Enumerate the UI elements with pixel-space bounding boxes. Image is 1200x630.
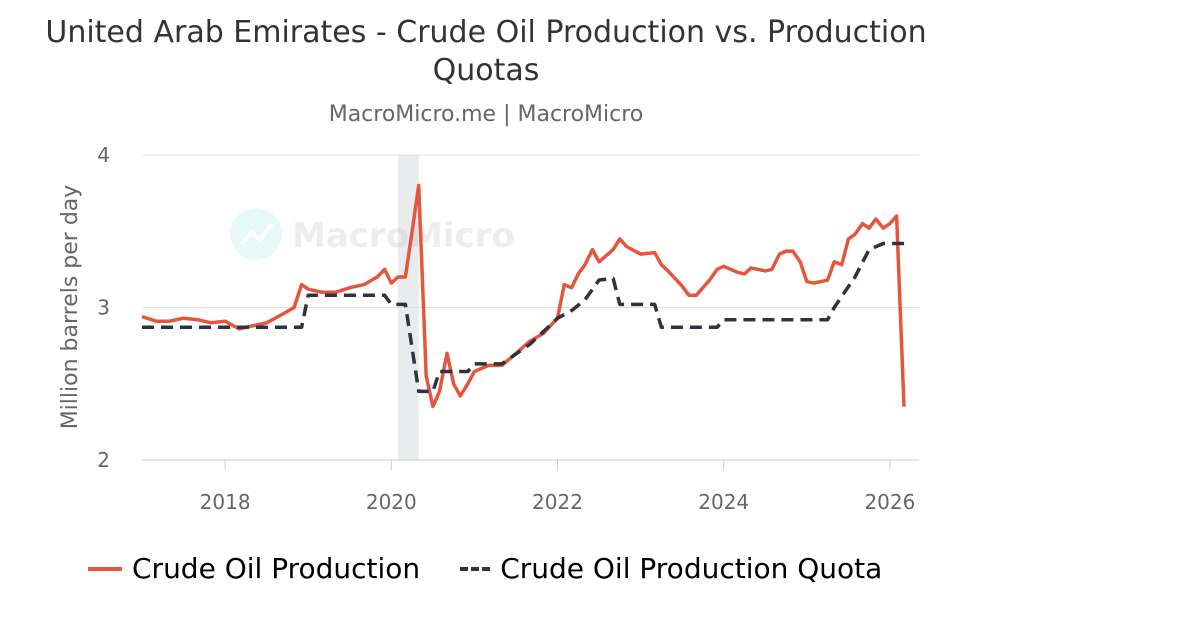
- x-axis: 2018 2020 2022 2024 2026: [200, 460, 915, 514]
- legend-swatch-production: [88, 566, 122, 571]
- y-axis-ticks: 2 3 4: [97, 143, 110, 472]
- series-lines: [141, 183, 911, 409]
- x-tick-label-2026: 2026: [864, 490, 915, 514]
- grid-lines: [142, 154, 919, 461]
- watermark: MacroMicro: [230, 208, 515, 260]
- legend-label-production: Crude Oil Production: [132, 552, 421, 585]
- y-tick-label-3: 3: [97, 296, 110, 320]
- legend-item-production[interactable]: Crude Oil Production: [88, 552, 420, 585]
- x-tick-label-2022: 2022: [532, 490, 583, 514]
- legend: Crude Oil Production Crude Oil Productio…: [88, 552, 922, 585]
- x-tick-label-2018: 2018: [200, 490, 251, 514]
- watermark-logo-line: [240, 222, 274, 246]
- series-line-quota[interactable]: [142, 241, 911, 394]
- series-line-production[interactable]: [141, 183, 906, 409]
- chart-title: United Arab Emirates - Crude Oil Product…: [45, 15, 927, 88]
- x-tick-label-2024: 2024: [698, 490, 749, 514]
- x-tick-label-2020: 2020: [366, 490, 417, 514]
- legend-swatch-quota: [460, 566, 491, 571]
- y-tick-label-4: 4: [97, 143, 110, 167]
- legend-item-quota[interactable]: Crude Oil Production Quota: [460, 552, 882, 585]
- chart-subtitle: MacroMicro.me | MacroMicro: [328, 102, 644, 127]
- watermark-text: MacroMicro: [292, 216, 515, 256]
- chart-canvas: MacroMicro 2018 2020 2022 2024 2026 2 3 4 Mill…: [58, 143, 919, 514]
- y-tick-label-2: 2: [97, 448, 110, 472]
- legend-label-quota: Crude Oil Production Quota: [500, 552, 883, 585]
- watermark-logo-icon: [230, 208, 282, 260]
- y-axis-label: Million barrels per day: [58, 185, 83, 430]
